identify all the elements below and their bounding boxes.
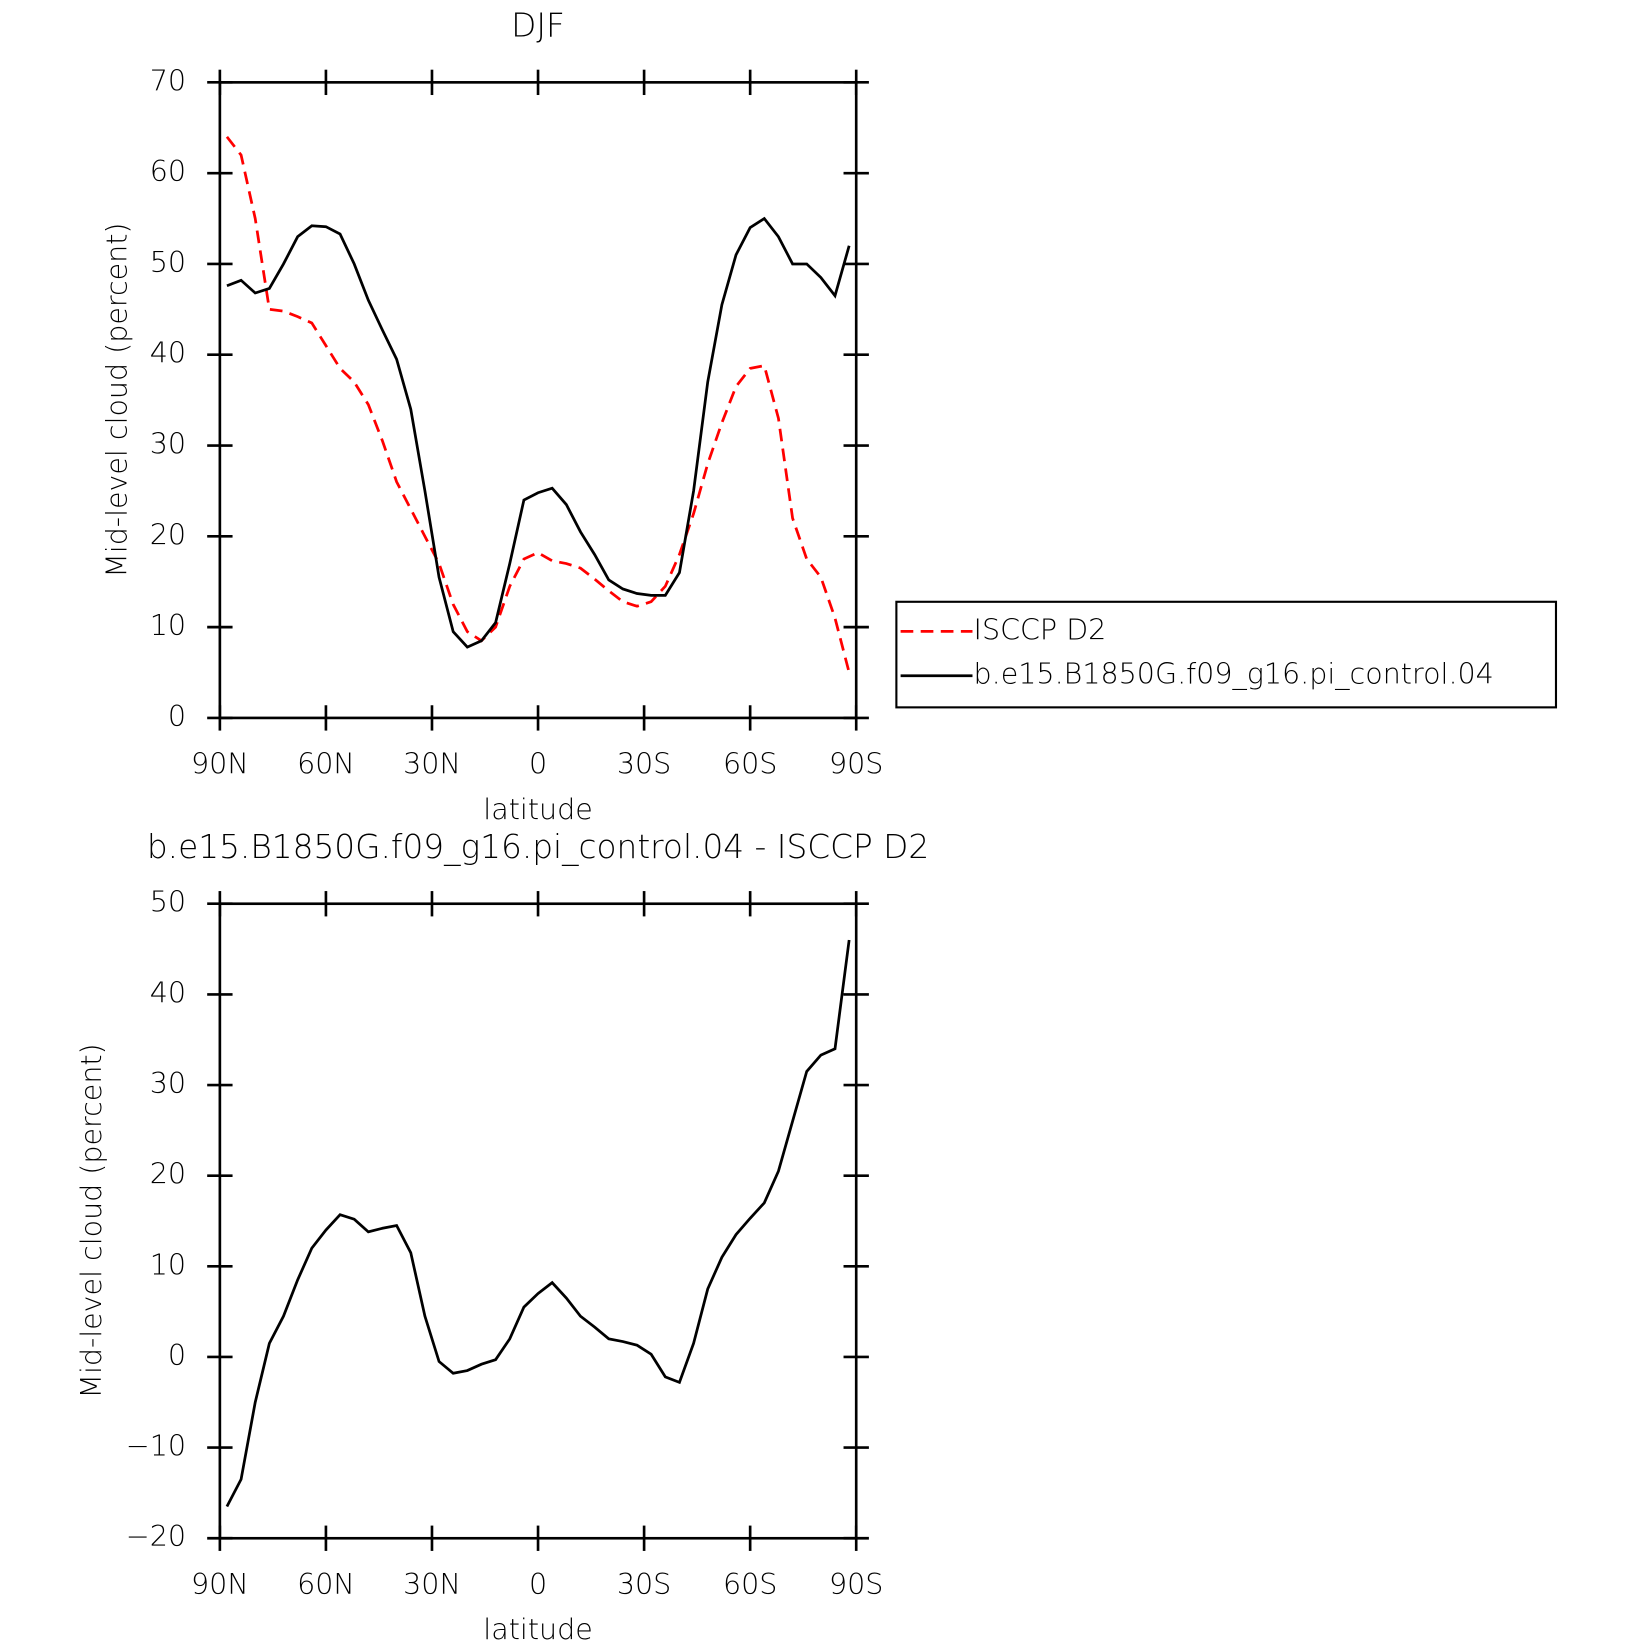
data-line [225,939,851,1508]
legend-label: ISCCP D2 [974,613,1107,646]
y-tick-label: 30 [150,428,186,461]
y-tick-label: 50 [150,886,186,919]
x-tick-label: 30S [617,747,671,780]
data-line [226,216,851,649]
x-tick-label: 90S [829,747,883,780]
x-tick-label: 30S [617,1568,671,1601]
x-tick-label: 60S [723,1568,777,1601]
plot-frame [218,902,858,1540]
x-tick-label: 0 [529,1568,547,1601]
plot-frame [218,81,858,720]
y-tick-label: 50 [150,246,186,279]
y-tick-label: 40 [150,337,186,370]
chart-title: DJF [511,6,565,44]
x-tick-label: 30N [403,747,461,780]
chart-title: b.e15.B1850G.f09_g16.pi_control.04 - ISC… [147,828,929,866]
y-axis-label: Mid-level cloud (percent) [100,222,133,577]
y-tick-label: 20 [150,1158,186,1191]
x-tick-label: 30N [403,1568,461,1601]
y-tick-label: −20 [126,1520,186,1553]
x-tick-label: 0 [529,747,547,780]
x-tick-label: 90S [829,1568,883,1601]
x-tick-label: 60S [723,747,777,780]
y-tick-label: 10 [150,1248,186,1281]
x-tick-label: 90N [191,747,249,780]
x-tick-label: 90N [191,1568,249,1601]
y-tick-label: 0 [168,700,186,733]
y-axis-label: Mid-level cloud (percent) [75,1043,108,1398]
x-tick-label: 60N [297,747,355,780]
y-tick-label: 20 [150,518,186,551]
x-axis-label: latitude [483,1613,592,1646]
y-tick-label: −10 [126,1430,186,1463]
y-tick-label: 60 [150,155,186,188]
data-line [225,135,851,673]
x-tick-label: 60N [297,1568,355,1601]
y-tick-label: 10 [150,609,186,642]
y-tick-label: 30 [150,1067,186,1100]
y-tick-label: 70 [150,64,186,97]
y-tick-label: 0 [168,1339,186,1372]
y-tick-label: 40 [150,976,186,1009]
x-axis-label: latitude [483,793,592,826]
legend-label: b.e15.B1850G.f09_g16.pi_control.04 [974,658,1494,692]
legend-box [895,600,1558,709]
